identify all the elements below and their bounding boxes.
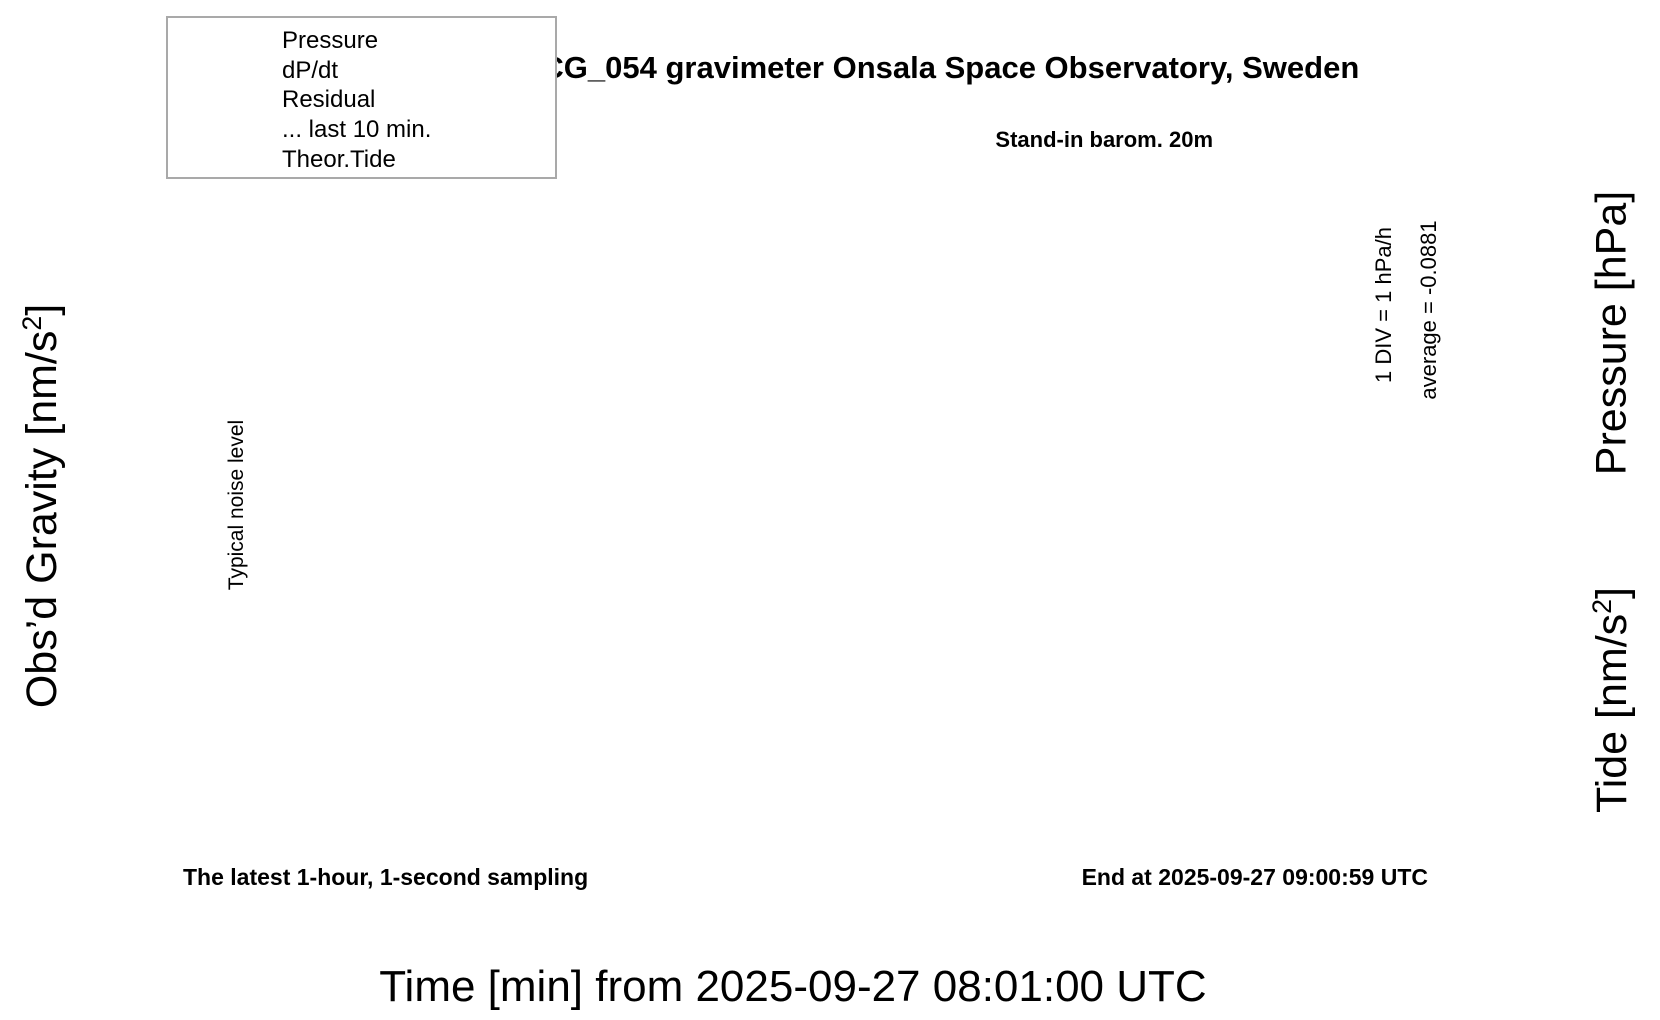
gravimeter-monitor-plot: SCG_054 gravimeter Onsala Space Observat… [0, 0, 1660, 1020]
chart-svg [0, 0, 1660, 1020]
